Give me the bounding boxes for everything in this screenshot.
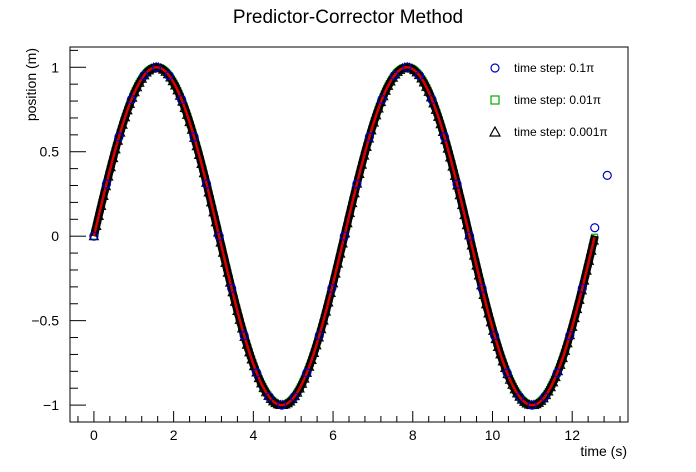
series-0.001pi-point [545, 381, 557, 392]
axes-layer: 0 2 4 6 8 10 12 −1 −0.5 0 0.5 1 [31, 49, 621, 443]
series-0.1pi-point [201, 179, 212, 189]
series-0.001pi-point [138, 69, 150, 80]
legend-label: time step: 0.1π [514, 61, 594, 75]
series-0.1pi-point [540, 392, 550, 402]
series-0.1pi-point [89, 231, 99, 241]
series-0.001pi-point [131, 81, 143, 92]
series-0.1pi-point [515, 392, 525, 402]
y-tick-label: 0 [51, 228, 59, 244]
series-0.1pi-point [452, 179, 462, 189]
series-0.001pi-point [423, 86, 435, 96]
y-tick-label: 0.5 [40, 144, 60, 160]
series-0.1pi-point [214, 231, 224, 241]
x-tick-label: 2 [170, 427, 178, 443]
series-0.1pi-point [577, 283, 587, 293]
series-0.1pi-point [277, 400, 287, 410]
series-0.1pi-point [139, 70, 149, 81]
series-0.1pi-point [565, 330, 575, 341]
series-0.1pi-point [176, 94, 187, 105]
series-0.001pi-point [251, 366, 262, 377]
series-0.001pi-point [547, 376, 559, 387]
y-tick-label: −0.5 [31, 313, 59, 329]
series-0.001pi-point [499, 362, 511, 373]
series-0.1pi-point [414, 70, 425, 81]
series-0.1pi-point [101, 179, 112, 189]
series-0.001pi-point [504, 374, 516, 384]
y-axis-label: position (m) [23, 48, 39, 121]
series-0.1pi-point [427, 94, 437, 105]
series-0.1pi-point [377, 94, 387, 105]
chart-title: Predictor-Corrector Method [233, 7, 463, 28]
series-0.1pi-point [402, 62, 412, 72]
series-0.001pi-point [299, 373, 310, 383]
series-0.1pi-point [477, 283, 487, 293]
x-tick-label: 0 [90, 427, 98, 443]
series-0.1pi-point [314, 330, 324, 341]
series-0.001pi-point [129, 86, 140, 97]
series-0.1pi-point [389, 70, 400, 81]
series-0.001pi-point [552, 365, 564, 376]
x-axis-label: time (s) [580, 443, 627, 459]
series-0.1pi-point [364, 132, 375, 142]
series-0.1pi-point [352, 179, 362, 189]
series-0.001pi-point [253, 372, 265, 383]
series-0.1pi-point [464, 231, 475, 241]
legend-marker-triangle [488, 125, 502, 137]
reference-curve [92, 66, 596, 407]
series-0.1pi-point [164, 70, 174, 81]
legend-marker-circle [490, 63, 500, 73]
series-0.1pi-point [502, 368, 512, 378]
series-0.001pi-point [380, 85, 392, 95]
series-0.1pi-point [264, 392, 274, 402]
y-tick-label: 1 [51, 59, 59, 75]
x-tick-label: 4 [249, 427, 257, 443]
legend-marker-square [490, 95, 500, 105]
series-0.001pi-point [296, 378, 308, 388]
series-0.1pi-point [114, 132, 124, 142]
series-0.001pi-point [502, 368, 513, 379]
series-0.001pi-point [420, 81, 432, 91]
series-0.1pi-point [489, 330, 500, 341]
series-0.1pi-point [227, 283, 237, 293]
x-tick-label: 8 [409, 427, 417, 443]
series-0.1pi-point [126, 94, 137, 105]
x-tick-label: 6 [329, 427, 337, 443]
y-tick-label: −1 [43, 397, 59, 413]
series-0.1pi-point [289, 392, 299, 402]
series-0.1pi-point [339, 231, 349, 241]
series-0.1pi-point [590, 223, 600, 233]
series-0.001pi-point [516, 394, 528, 404]
series-0.001pi-point [169, 80, 181, 90]
series-0.1pi-point [439, 132, 450, 142]
legend: time step: 0.1π time step: 0.01π time step… [488, 61, 608, 139]
series-0.1pi-point [602, 170, 612, 180]
series-0.001pi-point [389, 68, 401, 79]
series-0.1pi-point [239, 330, 249, 341]
x-tick-label: 10 [485, 427, 501, 443]
x-tick-label: 12 [564, 427, 580, 443]
series-0.1pi-point [252, 368, 262, 378]
data-layer [88, 61, 612, 410]
series-0.001pi-point [294, 382, 305, 393]
series-0.1pi-point [327, 283, 337, 293]
series-0.1pi-point [302, 368, 312, 378]
legend-label: time step: 0.001π [514, 125, 608, 139]
series-0.1pi-point [151, 62, 162, 72]
legend-label: time step: 0.01π [514, 93, 601, 107]
series-0.1pi-point [552, 368, 562, 378]
series-0.001pi-point [172, 84, 183, 95]
series-0.1pi-point [189, 132, 199, 142]
series-0.1pi-point [527, 400, 537, 410]
